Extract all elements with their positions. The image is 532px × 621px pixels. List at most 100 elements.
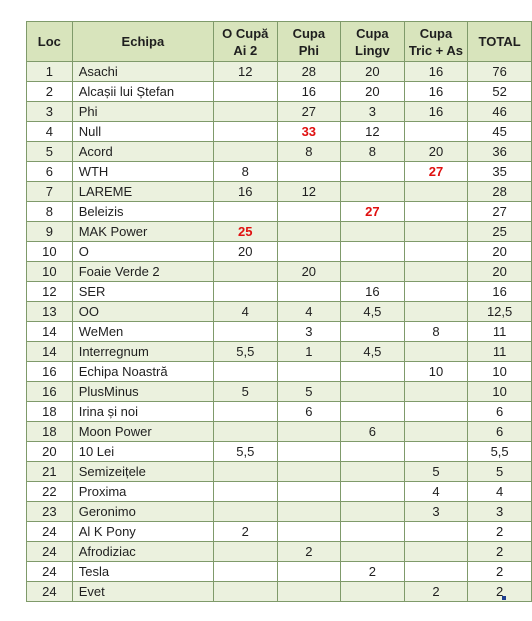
cell-cupa-lingv[interactable]: 27 xyxy=(340,201,405,222)
cell-team[interactable]: Asachi xyxy=(71,61,215,82)
cell-loc[interactable]: 8 xyxy=(26,201,73,222)
cell-loc[interactable]: 13 xyxy=(26,301,73,322)
header-loc[interactable]: Loc xyxy=(26,21,73,62)
cell-o-cupa-ai-2[interactable]: 5,5 xyxy=(213,341,278,362)
cell-loc[interactable]: 1 xyxy=(26,61,73,82)
cell-cupa-phi[interactable]: 2 xyxy=(276,541,342,562)
cell-cupa-tric-as[interactable] xyxy=(403,441,469,462)
cell-cupa-lingv[interactable] xyxy=(340,401,405,422)
cell-o-cupa-ai-2[interactable] xyxy=(213,361,278,382)
cell-team[interactable]: LAREME xyxy=(71,181,215,202)
cell-o-cupa-ai-2[interactable] xyxy=(213,501,278,522)
header-total[interactable]: TOTAL xyxy=(467,21,532,62)
cell-team[interactable]: Irina și noi xyxy=(71,401,215,422)
cell-cupa-lingv[interactable] xyxy=(340,221,405,242)
cell-o-cupa-ai-2[interactable]: 16 xyxy=(213,181,278,202)
cell-o-cupa-ai-2[interactable]: 4 xyxy=(213,301,278,322)
cell-o-cupa-ai-2[interactable] xyxy=(213,561,278,582)
cell-loc[interactable]: 16 xyxy=(26,361,73,382)
cell-cupa-lingv[interactable]: 20 xyxy=(340,61,405,82)
cell-cupa-lingv[interactable]: 16 xyxy=(340,281,405,302)
cell-team[interactable]: SER xyxy=(71,281,215,302)
cell-cupa-lingv[interactable] xyxy=(340,381,405,402)
cell-cupa-tric-as[interactable] xyxy=(403,541,469,562)
cell-loc[interactable]: 20 xyxy=(26,441,73,462)
cell-cupa-tric-as[interactable] xyxy=(403,421,469,442)
cell-o-cupa-ai-2[interactable]: 5 xyxy=(213,381,278,402)
cell-loc[interactable]: 24 xyxy=(26,581,73,602)
cell-total[interactable]: 28 xyxy=(467,181,532,202)
cell-team[interactable]: Evet xyxy=(71,581,215,602)
cell-total[interactable]: 6 xyxy=(467,421,532,442)
cell-o-cupa-ai-2[interactable] xyxy=(213,461,278,482)
cell-cupa-lingv[interactable] xyxy=(340,501,405,522)
cell-team[interactable]: Foaie Verde 2 xyxy=(71,261,215,282)
cell-team[interactable]: Null xyxy=(71,121,215,142)
cell-total[interactable]: 12,5 xyxy=(467,301,532,322)
cell-total[interactable]: 45 xyxy=(467,121,532,142)
header-cupa-lingv[interactable]: Cupa Lingv xyxy=(340,21,405,62)
cell-cupa-tric-as[interactable]: 16 xyxy=(403,61,469,82)
cell-o-cupa-ai-2[interactable]: 20 xyxy=(213,241,278,262)
cell-cupa-phi[interactable] xyxy=(276,201,342,222)
cell-team[interactable]: O xyxy=(71,241,215,262)
cell-total[interactable]: 5 xyxy=(467,461,532,482)
cell-cupa-phi[interactable]: 8 xyxy=(276,141,342,162)
cell-cupa-phi[interactable]: 20 xyxy=(276,261,342,282)
cell-team[interactable]: WeMen xyxy=(71,321,215,342)
cell-o-cupa-ai-2[interactable]: 2 xyxy=(213,521,278,542)
cell-total[interactable]: 36 xyxy=(467,141,532,162)
cell-total[interactable]: 2 xyxy=(467,581,532,602)
header-echipa[interactable]: Echipa xyxy=(71,21,215,62)
cell-total[interactable]: 25 xyxy=(467,221,532,242)
cell-cupa-tric-as[interactable] xyxy=(403,521,469,542)
cell-cupa-phi[interactable] xyxy=(276,281,342,302)
cell-total[interactable]: 27 xyxy=(467,201,532,222)
cell-team[interactable]: Afrodiziac xyxy=(71,541,215,562)
cell-team[interactable]: Interregnum xyxy=(71,341,215,362)
cell-loc[interactable]: 7 xyxy=(26,181,73,202)
cell-loc[interactable]: 3 xyxy=(26,101,73,122)
cell-cupa-tric-as[interactable] xyxy=(403,121,469,142)
cell-cupa-tric-as[interactable] xyxy=(403,341,469,362)
cell-total[interactable]: 5,5 xyxy=(467,441,532,462)
cell-cupa-lingv[interactable] xyxy=(340,441,405,462)
cell-cupa-lingv[interactable]: 8 xyxy=(340,141,405,162)
cell-cupa-tric-as[interactable] xyxy=(403,401,469,422)
cell-cupa-lingv[interactable] xyxy=(340,241,405,262)
cell-total[interactable]: 4 xyxy=(467,481,532,502)
cell-cupa-lingv[interactable] xyxy=(340,521,405,542)
cell-total[interactable]: 2 xyxy=(467,521,532,542)
cell-loc[interactable]: 24 xyxy=(26,561,73,582)
cell-team[interactable]: PlusMinus xyxy=(71,381,215,402)
cell-team[interactable]: Acord xyxy=(71,141,215,162)
cell-cupa-phi[interactable] xyxy=(276,581,342,602)
cell-cupa-tric-as[interactable] xyxy=(403,261,469,282)
cell-total[interactable]: 11 xyxy=(467,321,532,342)
cell-loc[interactable]: 4 xyxy=(26,121,73,142)
cell-cupa-phi[interactable]: 6 xyxy=(276,401,342,422)
cell-total[interactable]: 6 xyxy=(467,401,532,422)
cell-o-cupa-ai-2[interactable] xyxy=(213,581,278,602)
cell-total[interactable]: 10 xyxy=(467,361,532,382)
cell-cupa-lingv[interactable] xyxy=(340,461,405,482)
cell-cupa-phi[interactable] xyxy=(276,461,342,482)
cell-cupa-tric-as[interactable]: 16 xyxy=(403,101,469,122)
header-cupa-tric-as[interactable]: Cupa Tric + As xyxy=(403,21,469,62)
cell-cupa-phi[interactable]: 3 xyxy=(276,321,342,342)
cell-cupa-lingv[interactable]: 4,5 xyxy=(340,341,405,362)
resize-handle[interactable] xyxy=(502,596,506,600)
cell-cupa-phi[interactable]: 16 xyxy=(276,81,342,102)
cell-total[interactable]: 2 xyxy=(467,541,532,562)
cell-loc[interactable]: 18 xyxy=(26,401,73,422)
cell-cupa-lingv[interactable] xyxy=(340,181,405,202)
cell-loc[interactable]: 9 xyxy=(26,221,73,242)
cell-total[interactable]: 46 xyxy=(467,101,532,122)
cell-cupa-tric-as[interactable] xyxy=(403,281,469,302)
cell-team[interactable]: OO xyxy=(71,301,215,322)
cell-total[interactable]: 3 xyxy=(467,501,532,522)
cell-total[interactable]: 16 xyxy=(467,281,532,302)
cell-cupa-tric-as[interactable] xyxy=(403,201,469,222)
cell-loc[interactable]: 24 xyxy=(26,521,73,542)
cell-loc[interactable]: 18 xyxy=(26,421,73,442)
